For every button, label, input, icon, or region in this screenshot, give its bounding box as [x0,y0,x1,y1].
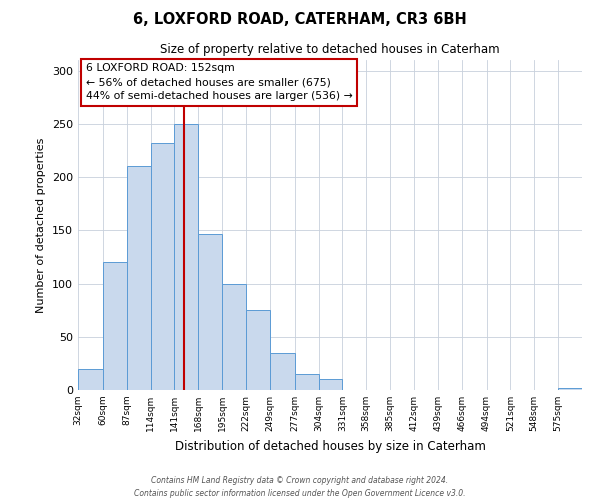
Text: 6, LOXFORD ROAD, CATERHAM, CR3 6BH: 6, LOXFORD ROAD, CATERHAM, CR3 6BH [133,12,467,28]
Bar [127,166,151,390]
Text: 6 LOXFORD ROAD: 152sqm
← 56% of detached houses are smaller (675)
44% of semi-de: 6 LOXFORD ROAD: 152sqm ← 56% of detached… [86,64,352,102]
Bar [78,368,103,390]
Text: Contains HM Land Registry data © Crown copyright and database right 2024.
Contai: Contains HM Land Registry data © Crown c… [134,476,466,498]
Bar [319,380,343,390]
Y-axis label: Number of detached properties: Number of detached properties [37,138,46,312]
Bar [270,352,295,390]
X-axis label: Distribution of detached houses by size in Caterham: Distribution of detached houses by size … [175,440,485,452]
Bar [198,234,222,390]
Bar [558,388,582,390]
Bar [246,310,270,390]
Bar [151,143,175,390]
Bar [175,124,198,390]
Bar [295,374,319,390]
Bar [103,262,127,390]
Title: Size of property relative to detached houses in Caterham: Size of property relative to detached ho… [160,43,500,56]
Bar [222,284,246,390]
